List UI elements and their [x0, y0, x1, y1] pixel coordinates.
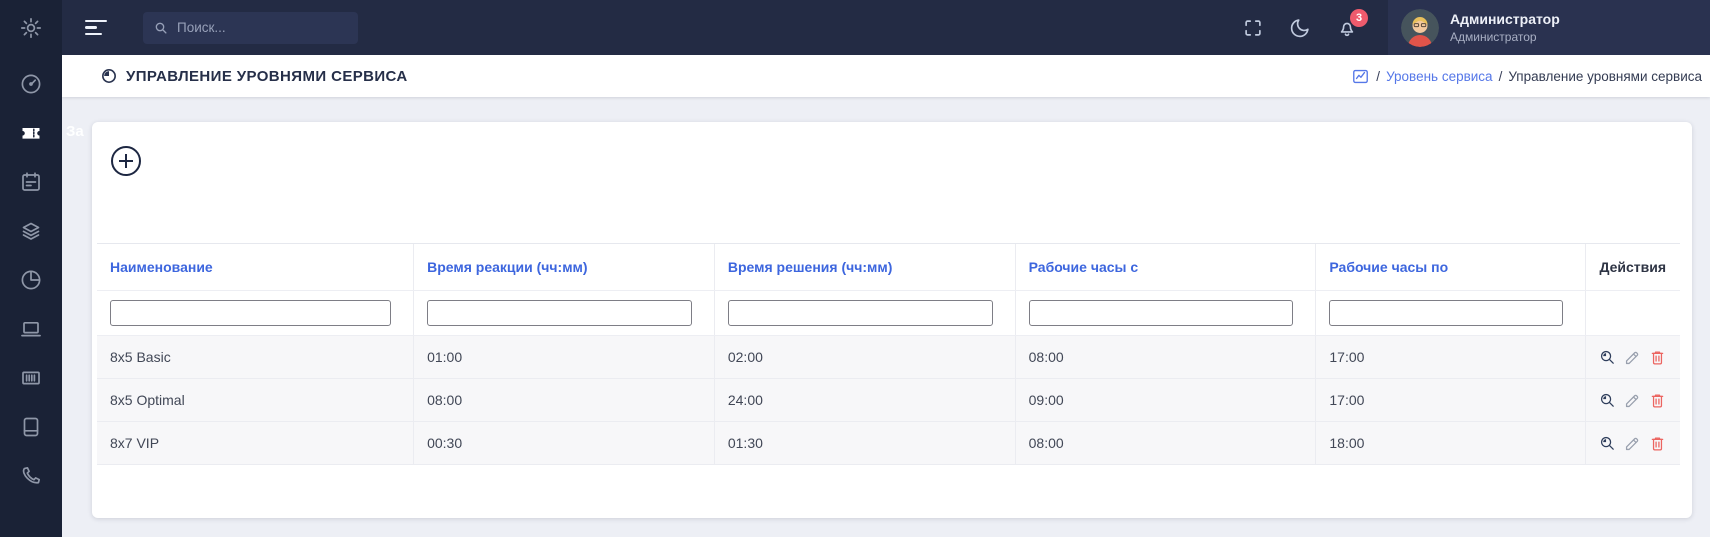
edit-icon[interactable] [1623, 348, 1642, 367]
cell-name: 8x7 VIP [97, 421, 414, 465]
table-row: 8x5 Optimal 08:00 24:00 09:00 17:00 [97, 378, 1680, 422]
sidebar-item-pie-chart[interactable] [19, 268, 43, 292]
table-body: 8x5 Basic 01:00 02:00 08:00 17:00 8x5 Optimal… [97, 335, 1680, 465]
dark-mode-moon-icon[interactable] [1289, 17, 1311, 39]
cell-reaction_time: 00:30 [413, 421, 715, 465]
view-icon[interactable] [1598, 391, 1617, 410]
filter-cell-actions [1584, 290, 1680, 336]
cell-actions [1584, 421, 1680, 465]
delete-icon[interactable] [1648, 391, 1667, 410]
table-row: 8x7 VIP 00:30 01:30 08:00 18:00 [97, 421, 1680, 465]
table-row: 8x5 Basic 01:00 02:00 08:00 17:00 [97, 335, 1680, 379]
column-header-work_hours_from[interactable]: Рабочие часы с [1014, 243, 1316, 291]
cell-name: 8x5 Basic [97, 335, 414, 379]
fullscreen-icon[interactable] [1242, 17, 1264, 39]
search-box[interactable] [143, 11, 358, 44]
cell-work_hours_from: 08:00 [1014, 421, 1316, 465]
cell-resolution_time: 01:30 [713, 421, 1016, 465]
filter-cell-name [97, 290, 414, 336]
menu-toggle-icon[interactable] [85, 19, 107, 36]
column-header-resolution_time[interactable]: Время решения (чч:мм) [713, 243, 1016, 291]
sidebar-item-book[interactable] [19, 415, 43, 439]
sidebar-item-laptop[interactable] [19, 317, 43, 341]
cell-actions [1584, 378, 1680, 422]
user-menu[interactable]: Администратор Администратор [1388, 0, 1710, 55]
user-role: Администратор [1450, 29, 1537, 44]
breadcrumb-separator: / [1498, 68, 1503, 84]
search-input[interactable] [177, 20, 354, 35]
view-icon[interactable] [1598, 434, 1617, 453]
cell-work_hours_from: 09:00 [1014, 378, 1316, 422]
search-icon [153, 20, 169, 36]
filter-input-resolution_time[interactable] [727, 300, 993, 326]
edit-icon[interactable] [1623, 391, 1642, 410]
cell-work_hours_to: 17:00 [1315, 378, 1585, 422]
cell-reaction_time: 08:00 [413, 378, 715, 422]
edit-icon[interactable] [1623, 434, 1642, 453]
add-record-button[interactable] [111, 146, 141, 176]
page-content: За Наименование Время реакции (чч:мм) Врем… [62, 97, 1710, 537]
topbar: 3 Администратор Админист [62, 0, 1710, 55]
avatar [1401, 8, 1439, 47]
column-header-work_hours_to[interactable]: Рабочие часы по [1315, 243, 1585, 291]
breadcrumb: / Уровень сервиса / Управление уровнями … [1351, 67, 1702, 86]
breadcrumb-current: Управление уровнями сервиса [1508, 68, 1702, 84]
cell-resolution_time: 02:00 [713, 335, 1016, 379]
filter-cell-work_hours_to [1315, 290, 1585, 336]
filter-input-work_hours_to[interactable] [1329, 300, 1563, 326]
clock-icon [100, 67, 118, 85]
user-name: Администратор [1450, 11, 1560, 28]
column-header-actions: Действия [1584, 243, 1680, 291]
cell-name: 8x5 Optimal [97, 378, 414, 422]
cell-work_hours_to: 18:00 [1315, 421, 1585, 465]
page-header: УПРАВЛЕНИЕ УРОВНЯМИ СЕРВИСА / Уровень се… [62, 55, 1710, 97]
delete-icon[interactable] [1648, 434, 1667, 453]
sidebar-item-gear[interactable] [19, 16, 43, 40]
cell-work_hours_to: 17:00 [1315, 335, 1585, 379]
cell-resolution_time: 24:00 [713, 378, 1016, 422]
table-header-row: Наименование Время реакции (чч:мм) Время р… [97, 243, 1680, 291]
sidebar-item-layers[interactable] [19, 219, 43, 243]
column-header-reaction_time[interactable]: Время реакции (чч:мм) [413, 243, 715, 291]
page-title: УПРАВЛЕНИЕ УРОВНЯМИ СЕРВИСА [126, 67, 408, 85]
chart-icon[interactable] [1351, 67, 1370, 86]
filter-cell-resolution_time [713, 290, 1016, 336]
view-icon[interactable] [1598, 348, 1617, 367]
sidebar-item-phone[interactable] [19, 464, 43, 488]
column-header-name[interactable]: Наименование [97, 243, 414, 291]
filter-input-reaction_time[interactable] [427, 300, 692, 326]
sidebar-item-barcode[interactable] [19, 366, 43, 390]
sla-table: Наименование Время реакции (чч:мм) Время р… [97, 243, 1680, 465]
cell-reaction_time: 01:00 [413, 335, 715, 379]
notifications-bell-icon[interactable]: 3 [1336, 8, 1368, 39]
sidebar-nav [0, 0, 62, 537]
table-filter-row [97, 290, 1680, 336]
sidebar-item-speedometer[interactable] [19, 72, 43, 96]
filter-cell-work_hours_from [1014, 290, 1316, 336]
breadcrumb-separator: / [1376, 68, 1381, 84]
filter-input-name[interactable] [110, 300, 392, 326]
sidebar-item-calendar[interactable] [19, 170, 43, 194]
sidebar-item-ticket[interactable] [19, 121, 43, 145]
cell-actions [1584, 335, 1680, 379]
obscured-text: За [66, 123, 84, 140]
content-card: Наименование Время реакции (чч:мм) Время р… [92, 122, 1692, 518]
notification-badge: 3 [1350, 8, 1368, 27]
breadcrumb-link[interactable]: Уровень сервиса [1386, 68, 1493, 84]
sla-table-wrap: Наименование Время реакции (чч:мм) Время р… [97, 243, 1680, 465]
delete-icon[interactable] [1648, 348, 1667, 367]
cell-work_hours_from: 08:00 [1014, 335, 1316, 379]
filter-input-work_hours_from[interactable] [1028, 300, 1294, 326]
filter-cell-reaction_time [413, 290, 715, 336]
